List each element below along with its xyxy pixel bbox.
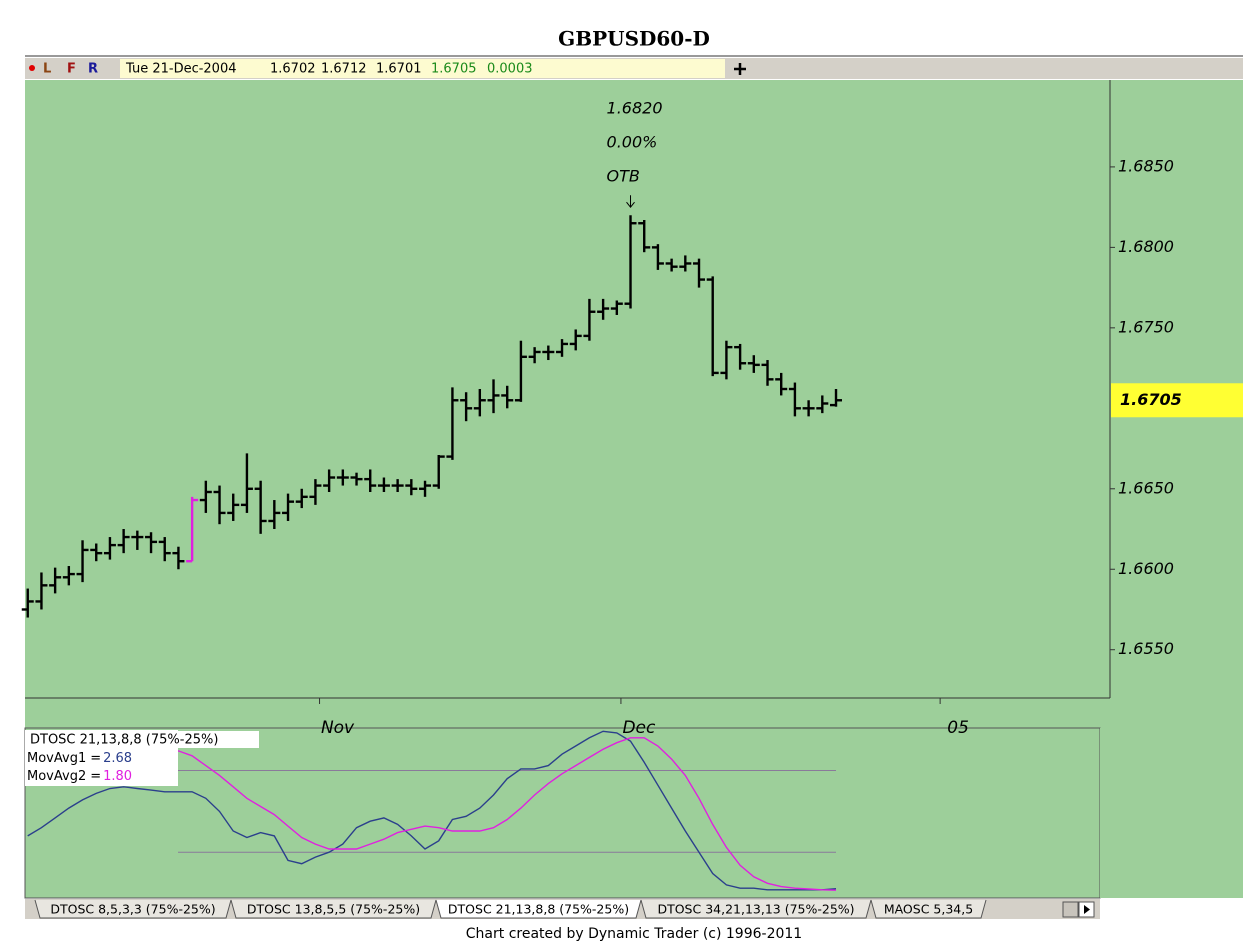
chart-title: GBPUSD60-D: [558, 27, 710, 51]
legend-separator: =: [90, 769, 101, 784]
info-low: 1.6701: [376, 62, 422, 77]
x-tick-label: 05: [947, 718, 969, 738]
crosshair-icon[interactable]: [734, 63, 746, 75]
tab[interactable]: [870, 899, 987, 919]
price-plot-bg: [25, 80, 1110, 698]
tab[interactable]: [230, 899, 437, 919]
tab-label[interactable]: MAOSC 5,34,5: [884, 902, 973, 917]
x-tick-label: Nov: [321, 718, 355, 738]
toolbar-button[interactable]: L: [43, 62, 51, 77]
footer: Chart created by Dynamic Trader (c) 1996…: [466, 926, 802, 942]
annotation: 1.6820: [607, 99, 663, 118]
last-price-label: 1.6705: [1120, 390, 1182, 409]
scroll-right-arrow: [1084, 905, 1090, 914]
legend-entry: MovAvg1 = 2.68: [27, 751, 132, 766]
y-tick-label: 1.6800: [1118, 237, 1174, 256]
y-tick-label: 1.6750: [1118, 317, 1174, 336]
tab-label[interactable]: DTOSC 34,21,13,13 (75%-25%): [657, 902, 854, 917]
info-open: 1.6702: [270, 62, 316, 77]
legend-name: MovAvg1: [27, 751, 86, 766]
status-dot: [29, 65, 35, 71]
info-high: 1.6712: [321, 62, 367, 77]
annotation: OTB: [607, 167, 640, 186]
info-close: 1.6705: [431, 62, 477, 77]
info-change: 0.0003: [487, 62, 533, 77]
info-field: [120, 59, 725, 78]
x-tick-label: Dec: [622, 718, 656, 738]
legend-value: 1.80: [103, 769, 132, 784]
tab-label[interactable]: DTOSC 8,5,3,3 (75%-25%): [50, 902, 215, 917]
tab-label[interactable]: DTOSC 13,8,5,5 (75%-25%): [247, 902, 420, 917]
y-tick-label: 1.6600: [1118, 559, 1174, 578]
annotation: 0.00%: [607, 133, 658, 152]
date-axis-bg: [25, 698, 1243, 728]
legend-name: MovAvg2: [27, 769, 86, 784]
toolbar-button[interactable]: R: [88, 62, 98, 77]
y-tick-label: 1.6650: [1118, 478, 1174, 497]
tab[interactable]: [34, 899, 232, 919]
legend-entry: MovAvg2 = 1.80: [27, 769, 132, 784]
legend-value: 2.68: [103, 751, 132, 766]
info-date: Tue 21-Dec-2004: [125, 62, 237, 77]
toolbar-button[interactable]: F: [67, 62, 76, 77]
tab-label[interactable]: DTOSC 21,13,8,8 (75%-25%): [448, 902, 629, 917]
y-tick-label: 1.6550: [1118, 639, 1174, 658]
osc-side-bg: [1100, 728, 1243, 898]
legend-title-bg: [27, 731, 259, 748]
legend-separator: =: [90, 751, 101, 766]
tab[interactable]: [640, 899, 872, 919]
annotation-arrow: [626, 195, 635, 208]
osc-line: [27, 730, 837, 891]
tab[interactable]: [435, 899, 642, 919]
scroll-left[interactable]: [1062, 901, 1079, 918]
y-tick-label: 1.6850: [1118, 156, 1174, 175]
osc-title: DTOSC 21,13,8,8 (75%-25%): [30, 733, 218, 748]
last-price-box: [1111, 383, 1243, 418]
